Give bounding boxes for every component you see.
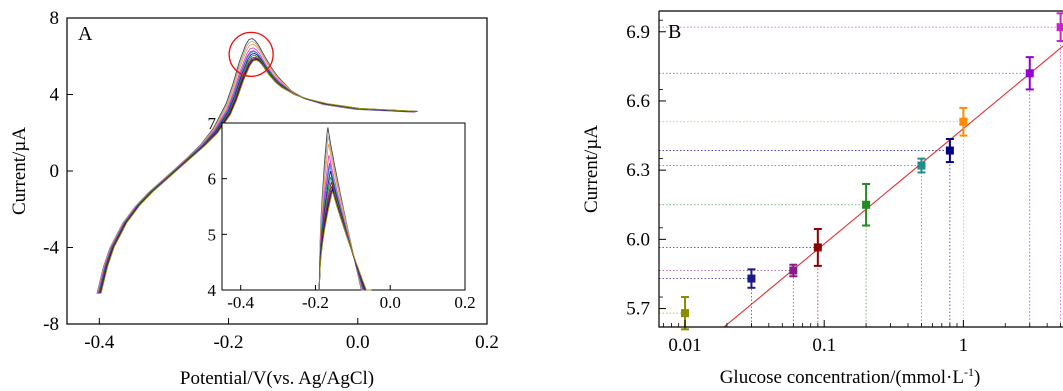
y-tick-label: 6.6 [626,91,650,112]
panel-b-ylabel: Current/µA [581,125,602,213]
marker [747,274,756,283]
inset-curves [318,127,372,291]
data-point-10 [1056,12,1063,42]
data-point-7 [945,138,954,164]
inset-x-tick-label: -0.4 [227,293,254,312]
y-tick-label: 0 [50,161,60,182]
x-tick-label: 1 [959,335,969,356]
inset-y-tick-label: 4 [208,281,217,300]
y-tick-label: 6.0 [626,229,650,250]
panel-b-xlabel: Glucose concentration/(mmol·L-1) [720,365,981,388]
panel-a-xlabel: Potential/V(vs. Ag/AgCl) [180,368,374,389]
panel-b-xlabel-suffix: ) [974,367,980,388]
y-tick-label: -8 [43,314,59,335]
inset-series-12 [318,191,372,291]
panel-b-xlabel-main: Glucose concentration/(mmol·L [720,367,964,388]
panel-a-curves [96,37,418,295]
panel-a-label: A [78,23,93,45]
data-point-8 [959,106,968,137]
x-tick-label: -0.4 [84,332,115,353]
panel-b-label: B [668,21,681,43]
data-point-6 [917,157,926,174]
inset-y-tick-label: 6 [208,170,217,189]
inset-frame [221,122,466,291]
panel-b-guide-lines [659,26,1062,327]
y-tick-label: 8 [50,8,60,29]
marker [813,243,822,252]
inset-series-4 [318,154,372,291]
x-tick-label: 0.01 [668,335,701,356]
y-tick-label: 6.9 [626,22,650,43]
data-point-3 [789,263,798,278]
x-tick-label: 0.1 [812,335,836,356]
panel-a: -0.4 -0.2 0.0 0.2 4 5 6 7 -0.4 -0.2 0.0 0.2 -8 -4 0 4 8… [9,8,499,389]
panel-b-axes [658,11,1063,328]
inset-y-tick-label: 7 [208,114,217,133]
marker [917,161,926,170]
panel-b: 0.01 0.1 1 5.7 6.0 6.3 6.6 6.9 B Glucose concen… [581,10,1063,388]
inset-x-tick-label: -0.2 [302,293,329,312]
panel-b-ticks: 0.01 0.1 1 5.7 6.0 6.3 6.6 6.9 [626,19,1062,356]
data-point-9 [1025,56,1034,91]
marker [862,200,871,209]
inset-y-tick-label: 5 [208,225,217,244]
x-tick-label: -0.2 [213,332,243,353]
panel-b-points [681,12,1063,331]
data-point-2 [747,268,756,289]
cv-series-12 [100,59,418,294]
marker [1056,23,1063,32]
marker [681,309,690,318]
inset-ticks: -0.4 -0.2 0.0 0.2 4 5 6 7 [208,114,476,312]
y-tick-label: 5.7 [626,299,650,320]
x-tick-label: 0.0 [346,332,370,353]
panel-a-ylabel: Current/µA [9,127,30,215]
panel-a-ticks: -0.4 -0.2 0.0 0.2 -8 -4 0 4 8 [43,8,499,353]
marker [945,146,954,155]
marker [959,117,968,126]
marker [789,266,798,275]
inset-x-tick-label: 0.0 [380,293,401,312]
y-tick-label: 6.3 [626,160,650,181]
data-point-4 [813,227,822,267]
panel-b-xlabel-superscript: -1 [964,365,974,379]
marker [1025,69,1034,78]
inset-x-tick-label: 0.2 [454,293,475,312]
x-tick-label: 0.2 [475,332,499,353]
y-tick-label: 4 [50,85,60,106]
y-tick-label: -4 [43,238,59,259]
fit-line [723,45,1063,327]
peak-highlight-circle [228,31,274,77]
inset-plot: -0.4 -0.2 0.0 0.2 4 5 6 7 [208,114,476,312]
data-point-5 [862,182,871,227]
